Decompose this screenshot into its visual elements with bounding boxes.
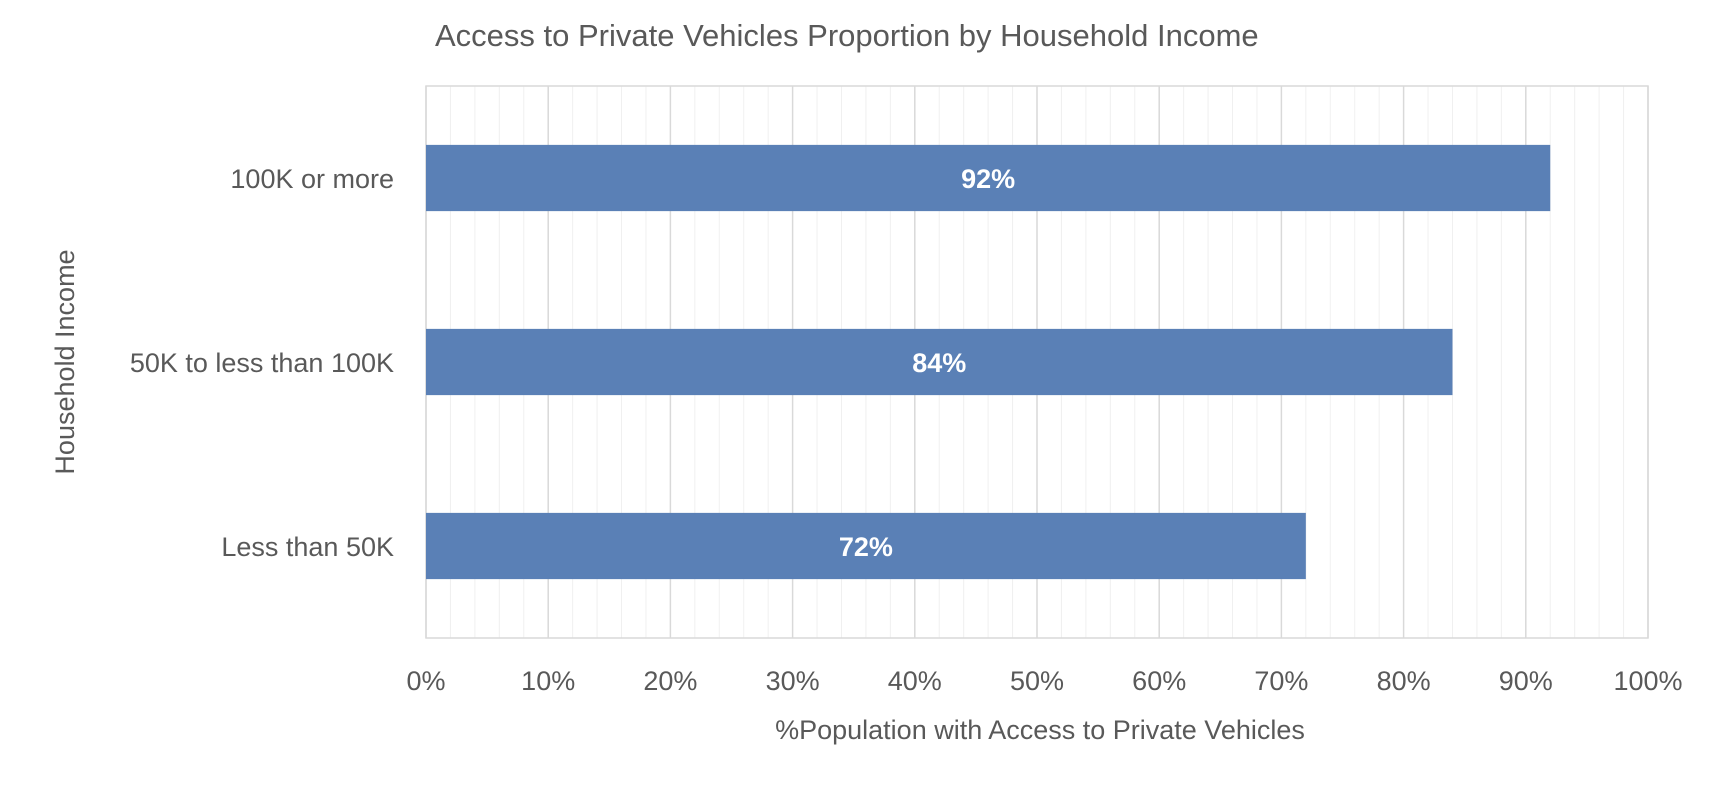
x-tick-label: 100% [1613, 666, 1682, 696]
x-tick-label: 10% [521, 666, 575, 696]
bar [426, 144, 1551, 212]
x-tick-label: 80% [1377, 666, 1431, 696]
bar-data-label: 84% [912, 348, 966, 378]
bar [426, 328, 1453, 396]
labels-layer: 92% 84% 72% [839, 164, 1015, 562]
bar-data-label: 92% [961, 164, 1015, 194]
x-tick-label: 50% [1010, 666, 1064, 696]
x-tick-label: 40% [888, 666, 942, 696]
y-category-label: Less than 50K [221, 532, 394, 562]
x-axis-title: %Population with Access to Private Vehic… [775, 715, 1305, 745]
x-tick-labels: 0% 10% 20% 30% 40% 50% 60% 70% 80% 90% 100% [406, 666, 1682, 696]
bars-layer [426, 144, 1551, 580]
x-tick-label: 60% [1132, 666, 1186, 696]
x-tick-label: 30% [766, 666, 820, 696]
x-tick-label: 20% [643, 666, 697, 696]
y-axis-title: Household Income [50, 249, 80, 474]
x-tick-label: 90% [1499, 666, 1553, 696]
x-tick-label: 0% [406, 666, 445, 696]
y-category-labels: 100K or more 50K to less than 100K Less th… [130, 164, 394, 562]
y-category-label: 50K to less than 100K [130, 348, 394, 378]
x-tick-label: 70% [1254, 666, 1308, 696]
chart-title: Access to Private Vehicles Proportion by… [435, 18, 1259, 53]
y-category-label: 100K or more [230, 164, 394, 194]
bar [426, 512, 1306, 580]
bar-data-label: 72% [839, 532, 893, 562]
